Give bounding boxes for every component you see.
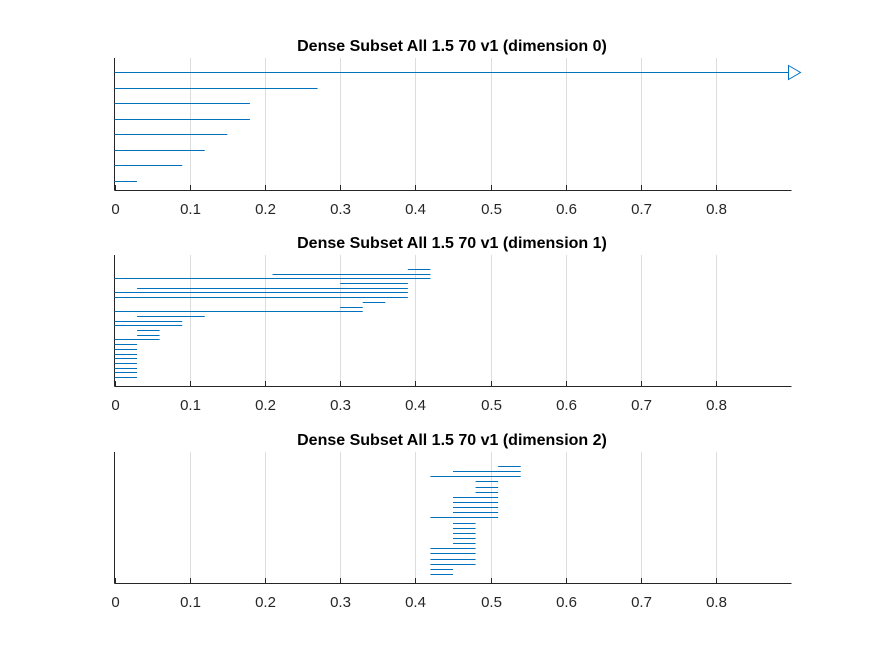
chart-title: Dense Subset All 1.5 70 v1 (dimension 0)	[297, 38, 607, 55]
barcode-panel-1: 0 0.1 0.2 0.3 0.4 0.5 0.6 0.7 0.8 Dense Subset Al…	[111, 235, 792, 414]
x-tick-label: 0.3	[330, 594, 351, 611]
x-tick-label: 0	[111, 397, 119, 414]
x-tick-label: 0.6	[556, 201, 577, 218]
x-tick-label: 0.4	[405, 594, 426, 611]
x-tick-label: 0.7	[631, 594, 652, 611]
x-tick-label: 0.5	[481, 594, 502, 611]
x-tick-label: 0.6	[556, 594, 577, 611]
x-tick-label: 0.8	[706, 594, 727, 611]
barcode-panel-0: 0 0.1 0.2 0.3 0.4 0.5 0.6 0.7 0.8 Dense Subset Al…	[111, 38, 802, 218]
x-tick-label: 0.2	[255, 594, 276, 611]
x-tick-label: 0.3	[330, 397, 351, 414]
x-tick-label: 0.5	[481, 201, 502, 218]
x-tick-label: 0.1	[180, 594, 201, 611]
x-tick-label: 0.4	[405, 201, 426, 218]
x-tick-label: 0.7	[631, 201, 652, 218]
x-tick-label: 0.2	[255, 397, 276, 414]
barcode-panel-2: 0 0.1 0.2 0.3 0.4 0.5 0.6 0.7 0.8 Dense Subset Al…	[111, 432, 792, 611]
x-tick-label: 0.8	[706, 397, 727, 414]
chart-title: Dense Subset All 1.5 70 v1 (dimension 1)	[297, 235, 607, 252]
x-tick-label: 0.6	[556, 397, 577, 414]
x-tick-label: 0.5	[481, 397, 502, 414]
x-tick-label: 0	[111, 594, 119, 611]
infinite-arrow-icon	[788, 64, 802, 81]
x-tick-label: 0.1	[180, 397, 201, 414]
x-tick-label: 0.2	[255, 201, 276, 218]
x-tick-label: 0.8	[706, 201, 727, 218]
x-tick-label: 0.3	[330, 201, 351, 218]
x-tick-label: 0	[111, 201, 119, 218]
x-tick-label: 0.1	[180, 201, 201, 218]
chart-title: Dense Subset All 1.5 70 v1 (dimension 2)	[297, 432, 607, 449]
x-tick-label: 0.7	[631, 397, 652, 414]
x-tick-label: 0.4	[405, 397, 426, 414]
